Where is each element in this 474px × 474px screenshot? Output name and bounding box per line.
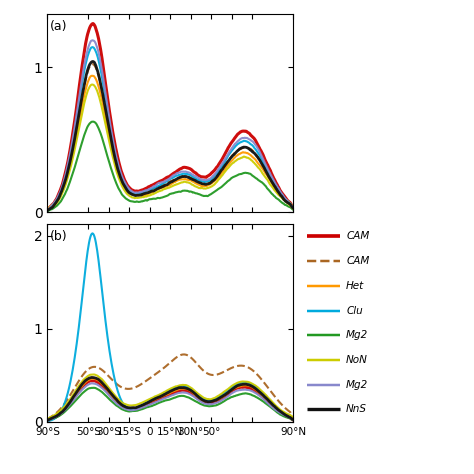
Text: (b): (b) bbox=[50, 230, 67, 243]
Text: CAM: CAM bbox=[346, 256, 369, 266]
Text: Mg2: Mg2 bbox=[346, 380, 368, 390]
Text: Het: Het bbox=[346, 281, 365, 291]
Text: NnS: NnS bbox=[346, 404, 367, 414]
Text: CAM: CAM bbox=[346, 231, 369, 241]
Text: (a): (a) bbox=[50, 20, 67, 33]
Text: NoN: NoN bbox=[346, 355, 368, 365]
Text: Clu: Clu bbox=[346, 306, 363, 316]
Text: Mg2: Mg2 bbox=[346, 330, 368, 340]
